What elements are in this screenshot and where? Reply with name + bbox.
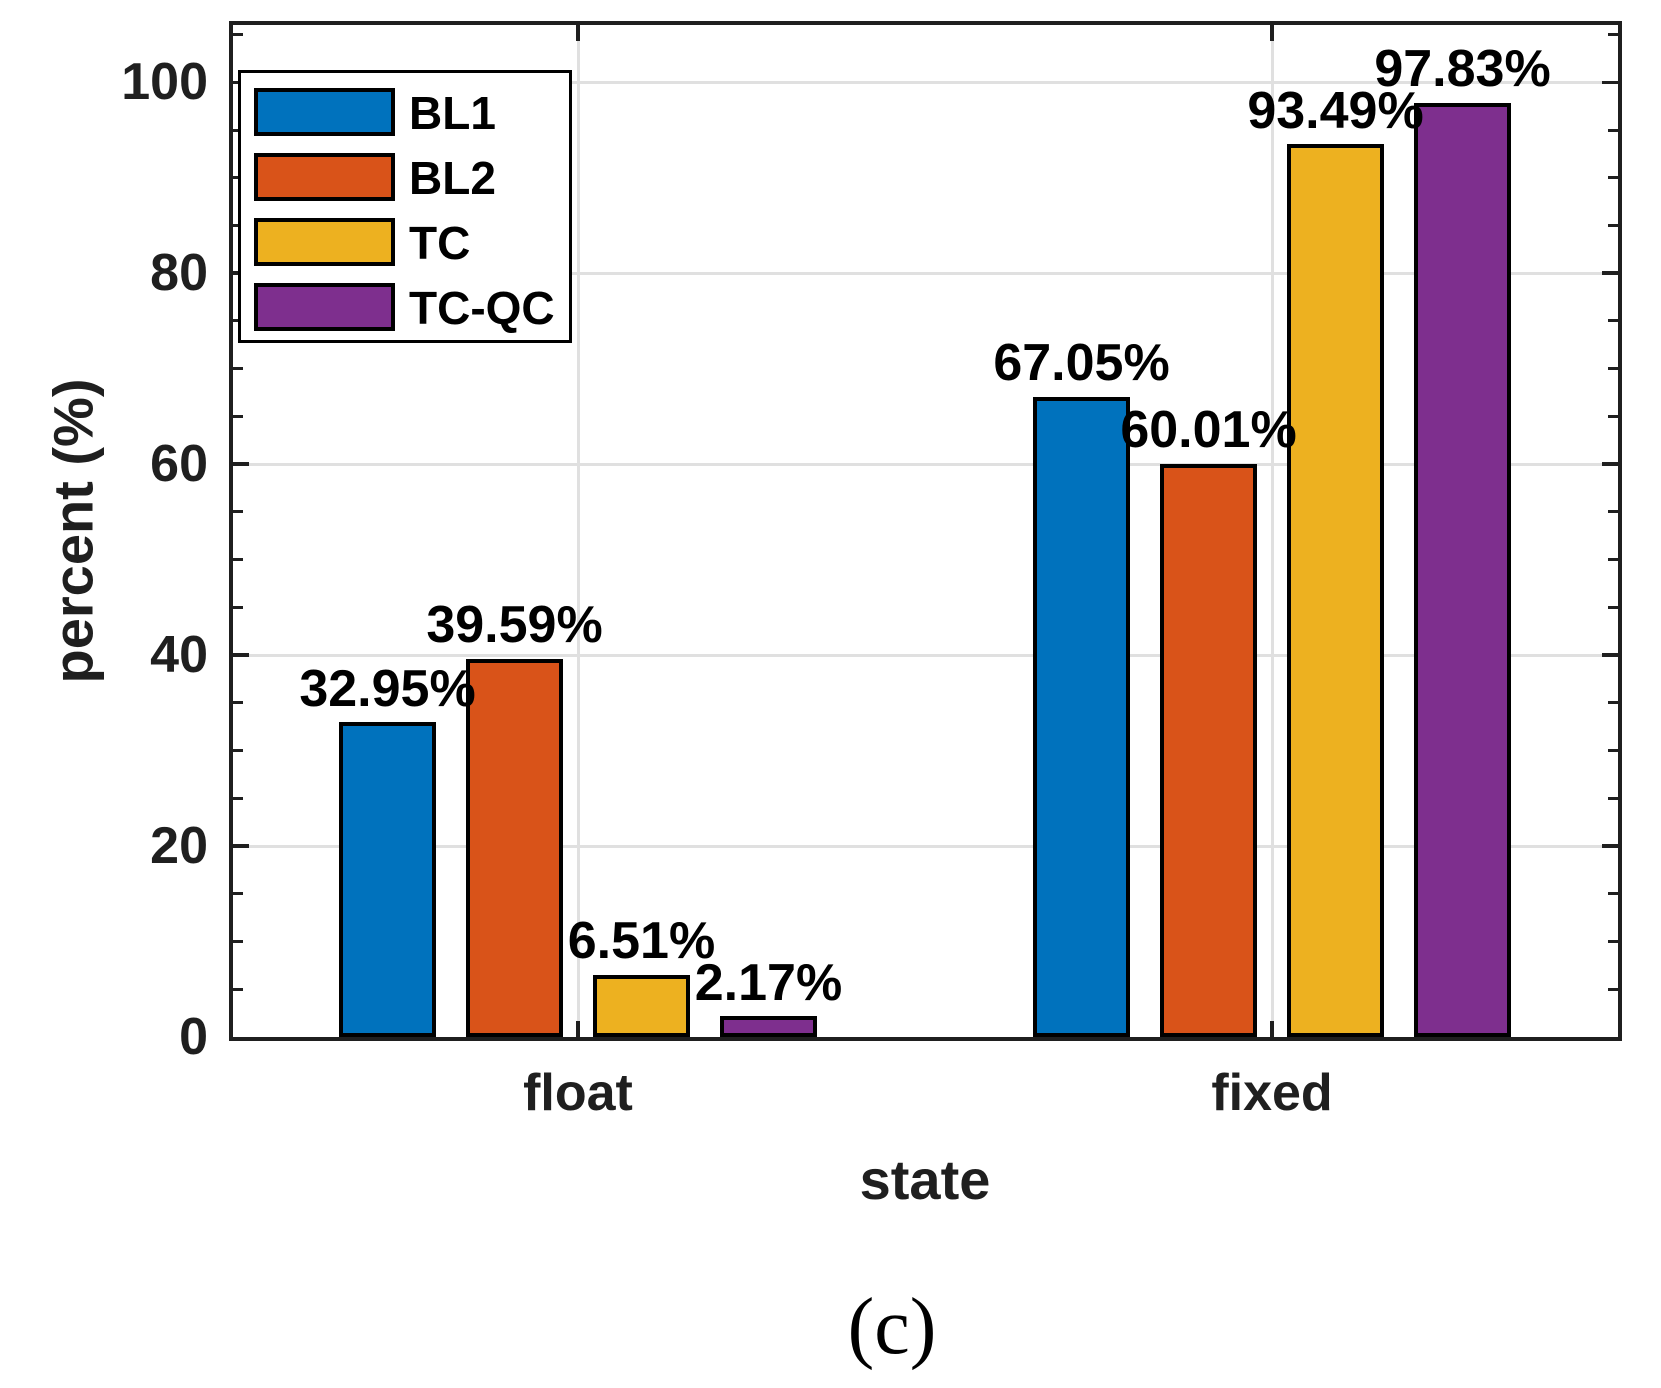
- y-major-tick-right-60: [1602, 462, 1618, 466]
- gridline-x-fixed: [1270, 25, 1274, 1037]
- legend-swatch-bl2: [254, 153, 395, 201]
- x-axis-title: state: [859, 1148, 991, 1211]
- y-minor-tick-right-25: [1608, 796, 1618, 800]
- y-minor-tick-right-75: [1608, 319, 1618, 323]
- bar-BL1-float: [339, 722, 436, 1037]
- y-minor-tick-right-5: [1608, 987, 1618, 991]
- y-minor-tick-left-55: [233, 510, 243, 514]
- gridline-y-80: [233, 271, 1618, 275]
- gridline-y-20: [233, 844, 1618, 848]
- x-tick-top-float: [576, 25, 580, 41]
- y-minor-tick-right-50: [1608, 558, 1618, 562]
- y-major-tick-left-20: [233, 844, 249, 848]
- bar-TC-fixed: [1287, 144, 1384, 1037]
- gridline-x-float: [576, 25, 580, 1037]
- y-minor-tick-right-70: [1608, 367, 1618, 371]
- x-tick-top-fixed: [1270, 25, 1274, 41]
- y-minor-tick-left-5: [233, 987, 243, 991]
- gridline-y-100: [233, 80, 1618, 84]
- bar-BL2-float: [466, 659, 563, 1037]
- y-minor-tick-left-45: [233, 605, 243, 609]
- y-tick-label-40: 40: [150, 626, 208, 685]
- bar-value-label-TC-QC-fixed: 97.83%: [1374, 40, 1551, 99]
- legend-label-bl1: BL1: [409, 87, 496, 139]
- legend-item-bl2: BL2: [241, 152, 569, 204]
- x-tick-bottom-fixed: [1270, 1021, 1274, 1037]
- x-tick-bottom-float: [576, 1021, 580, 1037]
- y-minor-tick-right-95: [1608, 128, 1618, 132]
- y-major-tick-right-20: [1602, 844, 1618, 848]
- y-minor-tick-right-30: [1608, 749, 1618, 753]
- bar-value-label-BL2-fixed: 60.01%: [1120, 401, 1297, 460]
- plot-area: 32.95% 39.59% 6.51% 2.17% 67.05% 60.01% 93.49%…: [233, 25, 1618, 1037]
- y-minor-tick-left-35: [233, 701, 243, 705]
- y-minor-tick-left-30: [233, 749, 243, 753]
- x-tick-label-float: float: [523, 1064, 633, 1122]
- y-major-tick-left-60: [233, 462, 249, 466]
- legend-label-tc: TC: [409, 217, 471, 269]
- y-minor-tick-right-65: [1608, 414, 1618, 418]
- y-minor-tick-right-55: [1608, 510, 1618, 514]
- y-minor-tick-right-45: [1608, 605, 1618, 609]
- y-minor-tick-right-15: [1608, 892, 1618, 896]
- y-minor-tick-left-105: [233, 33, 243, 37]
- legend-swatch-bl1: [254, 88, 395, 136]
- y-minor-tick-left-10: [233, 940, 243, 944]
- bar-TC-QC-float: [720, 1016, 817, 1037]
- y-minor-tick-right-35: [1608, 701, 1618, 705]
- bar-value-label-TC-float: 6.51%: [567, 912, 716, 971]
- bar-value-label-BL2-float: 39.59%: [426, 596, 603, 655]
- y-tick-label-0: 0: [179, 1008, 208, 1066]
- y-minor-tick-left-70: [233, 367, 243, 371]
- gridline-y-40: [233, 653, 1618, 657]
- y-minor-tick-right-105: [1608, 33, 1618, 37]
- y-tick-label-100: 100: [121, 53, 208, 112]
- bar-TC-QC-fixed: [1414, 103, 1511, 1037]
- bar-BL1-fixed: [1033, 396, 1130, 1037]
- figure-caption: (c): [847, 1283, 937, 1371]
- legend-item-tc: TC: [241, 217, 569, 269]
- legend-label-tc-qc: TC-QC: [409, 282, 555, 334]
- x-tick-label-fixed: fixed: [1211, 1064, 1333, 1122]
- y-minor-tick-right-10: [1608, 940, 1618, 944]
- legend-swatch-tc: [254, 218, 395, 266]
- y-major-tick-right-80: [1602, 271, 1618, 275]
- bar-TC-float: [593, 974, 690, 1037]
- legend: BL1 BL2 TC TC-QC: [238, 70, 572, 343]
- bar-value-label-TC-fixed: 93.49%: [1247, 81, 1424, 140]
- y-minor-tick-left-25: [233, 796, 243, 800]
- y-minor-tick-left-15: [233, 892, 243, 896]
- bar-BL2-fixed: [1160, 464, 1257, 1037]
- bar-value-label-BL1-float: 32.95%: [299, 659, 476, 718]
- legend-label-bl2: BL2: [409, 152, 496, 204]
- legend-item-tc-qc: TC-QC: [241, 282, 569, 334]
- y-tick-label-20: 20: [150, 817, 208, 876]
- y-tick-label-80: 80: [150, 244, 208, 303]
- legend-item-bl1: BL1: [241, 87, 569, 139]
- bar-value-label-BL1-fixed: 67.05%: [993, 334, 1170, 393]
- y-minor-tick-right-90: [1608, 176, 1618, 180]
- bar-value-label-TC-QC-float: 2.17%: [694, 953, 843, 1012]
- y-minor-tick-left-50: [233, 558, 243, 562]
- legend-swatch-tc-qc: [254, 283, 395, 331]
- y-major-tick-left-40: [233, 653, 249, 657]
- y-major-tick-right-100: [1602, 80, 1618, 85]
- y-minor-tick-left-65: [233, 414, 243, 418]
- y-tick-label-60: 60: [150, 435, 208, 494]
- gridline-y-60: [233, 462, 1618, 466]
- y-major-tick-right-40: [1602, 653, 1618, 657]
- y-minor-tick-right-85: [1608, 223, 1618, 227]
